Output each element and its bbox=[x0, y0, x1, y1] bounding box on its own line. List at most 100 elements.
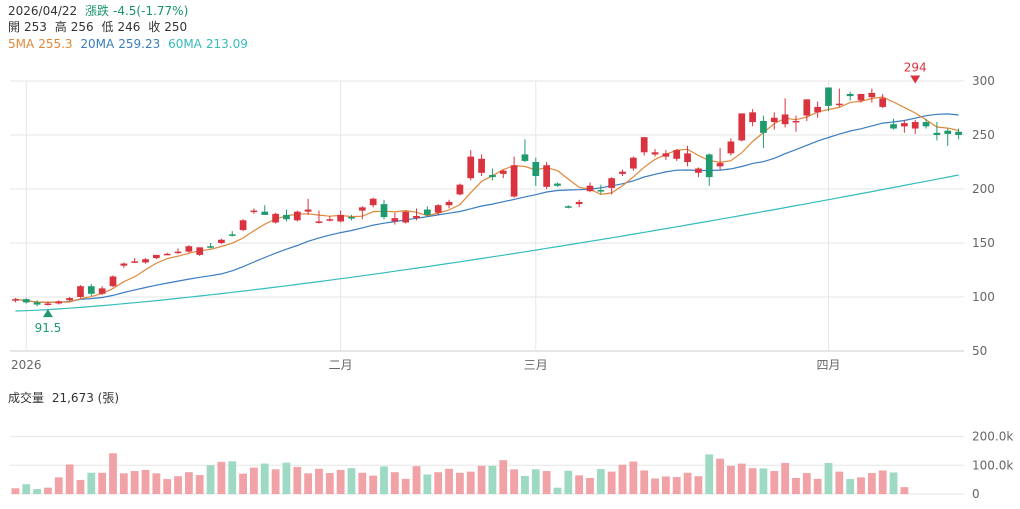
candle-body bbox=[55, 301, 63, 304]
candle-body bbox=[619, 171, 626, 174]
volume-bar bbox=[672, 477, 681, 494]
candle-body bbox=[586, 185, 594, 192]
volume-bar bbox=[521, 475, 529, 494]
volume-bar bbox=[163, 479, 172, 494]
volume-bar bbox=[423, 474, 432, 494]
candle-body bbox=[163, 253, 171, 256]
volume-bar bbox=[98, 472, 107, 494]
candle-body bbox=[142, 259, 149, 263]
candle-body bbox=[77, 286, 84, 297]
volume-bar bbox=[488, 465, 497, 494]
volume-bar bbox=[260, 463, 269, 494]
volume-bar bbox=[195, 475, 204, 494]
ma60-label: 60MA bbox=[168, 37, 202, 51]
candle-body bbox=[380, 204, 388, 218]
volume-bar bbox=[889, 472, 898, 494]
ma20-value: 259.23 bbox=[118, 37, 161, 51]
candle-body bbox=[814, 106, 822, 113]
close-label: 收 bbox=[148, 20, 161, 34]
volume-bar bbox=[184, 472, 193, 494]
price-tick-label: 300 bbox=[972, 74, 995, 88]
volume-bar bbox=[770, 471, 779, 494]
volume-tick-label: 0 bbox=[972, 487, 980, 501]
candle-body bbox=[109, 276, 117, 287]
candle-body bbox=[402, 211, 410, 223]
volume-bar bbox=[119, 473, 128, 494]
candle-body bbox=[879, 98, 887, 107]
candle-body bbox=[510, 165, 518, 197]
volume-bar bbox=[325, 473, 334, 494]
volume-bar bbox=[737, 463, 746, 494]
volume-bar bbox=[477, 465, 486, 494]
volume-bar bbox=[781, 463, 790, 494]
candle-body bbox=[684, 153, 691, 162]
candle-body bbox=[391, 218, 399, 222]
candle-body bbox=[532, 162, 540, 177]
candle-body bbox=[337, 214, 345, 222]
candle-body bbox=[499, 170, 507, 174]
candle-body bbox=[825, 87, 832, 106]
volume-bar bbox=[466, 471, 475, 494]
candle-body bbox=[424, 209, 431, 215]
volume-bar bbox=[412, 466, 421, 494]
volume-bar bbox=[878, 470, 887, 494]
volume-bar bbox=[239, 473, 247, 494]
candle-body bbox=[315, 221, 323, 223]
volume-bar bbox=[445, 468, 453, 494]
x-tick-label: 二月 bbox=[329, 358, 353, 372]
candle-body bbox=[434, 205, 442, 213]
candle-body bbox=[521, 154, 529, 161]
candle-body bbox=[543, 165, 550, 187]
ohlc-row: 開 253 高 256 低 246 收 250 bbox=[8, 19, 191, 35]
volume-tick-label: 200.0k bbox=[972, 430, 1013, 444]
candle-body bbox=[738, 113, 746, 141]
candle-body bbox=[218, 239, 225, 243]
volume-bar bbox=[44, 487, 52, 494]
volume-bar bbox=[22, 484, 31, 494]
low-label: 低 bbox=[101, 20, 114, 34]
candle-body bbox=[293, 211, 301, 221]
candle-body bbox=[272, 213, 279, 223]
volume-bar bbox=[510, 469, 519, 494]
volume-bar bbox=[228, 461, 237, 494]
volume-bar bbox=[369, 475, 378, 494]
candle-body bbox=[445, 201, 453, 206]
volume-bar bbox=[65, 464, 74, 494]
price-tick-label: 100 bbox=[972, 290, 995, 304]
candle-body bbox=[890, 124, 897, 129]
candle-body bbox=[239, 220, 247, 231]
candle-body bbox=[705, 154, 713, 178]
ma60-value: 213.09 bbox=[205, 37, 248, 51]
candle-body bbox=[597, 190, 605, 192]
volume-bar bbox=[900, 487, 909, 494]
candle-body bbox=[456, 184, 464, 195]
candle-body bbox=[467, 156, 475, 179]
volume-bar bbox=[206, 465, 215, 494]
volume-bar bbox=[271, 469, 280, 494]
candle-body bbox=[629, 157, 637, 169]
ma-legend: 5MA 255.3 20MA 259.23 60MA 213.09 bbox=[8, 36, 252, 52]
candle-body bbox=[120, 263, 128, 266]
candle-body bbox=[933, 132, 941, 135]
candle-body bbox=[196, 247, 204, 255]
x-tick-label: 四月 bbox=[816, 358, 840, 372]
candle-body bbox=[326, 219, 334, 221]
open-label: 開 bbox=[8, 20, 21, 34]
candle-body bbox=[228, 234, 236, 236]
candle-body bbox=[651, 152, 659, 155]
volume-bar bbox=[250, 467, 258, 494]
candle-body bbox=[12, 299, 19, 301]
volume-bar bbox=[109, 453, 117, 494]
volume-bar bbox=[792, 477, 800, 494]
candle-body bbox=[304, 209, 312, 212]
volume-bar bbox=[553, 487, 562, 494]
volume-bar bbox=[531, 469, 540, 494]
candle-body bbox=[489, 174, 496, 178]
high-value: 256 bbox=[70, 20, 94, 34]
volume-bar bbox=[824, 463, 833, 494]
volume-bar bbox=[282, 462, 291, 494]
volume-bar bbox=[727, 465, 735, 494]
candle-body bbox=[944, 130, 952, 134]
candle-body bbox=[185, 246, 193, 252]
